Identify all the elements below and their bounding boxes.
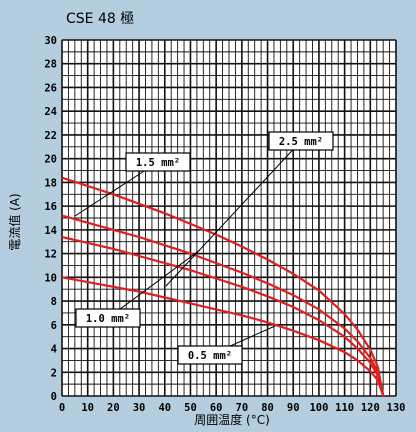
grid-lines <box>61 39 397 397</box>
label-box <box>268 131 334 151</box>
series-lines <box>61 176 385 397</box>
x-tick-label: 30 <box>133 402 146 414</box>
y-tick-label: 14 <box>44 225 57 237</box>
x-tick-label: 100 <box>309 402 328 414</box>
x-tick-label: 20 <box>107 402 120 414</box>
x-tick-label: 80 <box>261 402 274 414</box>
x-tick-label: 120 <box>361 402 380 414</box>
x-tick-label: 90 <box>287 402 300 414</box>
y-tick-label: 2 <box>51 367 57 379</box>
x-tick-label: 70 <box>236 402 249 414</box>
series-label: 1.0 mm² <box>86 313 130 325</box>
leader-line <box>165 140 302 287</box>
y-tick-label: 20 <box>44 154 57 166</box>
label-box <box>75 308 141 328</box>
chart-title: CSE 48 極 <box>66 11 134 27</box>
y-tick-label: 0 <box>51 391 57 403</box>
y-tick-label: 16 <box>44 201 57 213</box>
y-tick-label: 8 <box>51 296 57 308</box>
y-tick-label: 12 <box>44 249 57 261</box>
x-tick-label: 110 <box>335 402 354 414</box>
series-label: 2.5 mm² <box>279 136 323 148</box>
series-line <box>61 276 385 397</box>
leader-line <box>107 249 201 319</box>
y-tick-label: 4 <box>51 344 57 356</box>
y-tick-label: 10 <box>44 272 57 284</box>
x-tick-label: 10 <box>81 402 94 414</box>
series-label: 0.5 mm² <box>188 350 232 362</box>
label-box <box>177 345 243 365</box>
y-tick-label: 26 <box>44 82 57 94</box>
x-tick-label: 40 <box>158 402 171 414</box>
series-line <box>61 235 385 397</box>
y-tick-label: 18 <box>44 177 57 189</box>
series-label: 1.5 mm² <box>136 157 180 169</box>
y-axis-label: 電流值 (A) <box>7 193 22 250</box>
x-tick-label: 0 <box>59 402 65 414</box>
series-line <box>61 214 385 397</box>
x-tick-label: 130 <box>387 402 406 414</box>
series-line <box>61 176 385 397</box>
axes: 0 10 20 30 40 50 60 70 80 90 100 110 120 130024681012… <box>44 35 405 414</box>
y-tick-label: 6 <box>51 320 57 332</box>
x-axis-label: 周囲温度 (°C) <box>194 412 270 427</box>
annotations: 1.5 mm² 2.5 mm² 1.0 mm² 0.5 mm² <box>74 131 334 365</box>
y-tick-label: 30 <box>44 35 57 47</box>
y-tick-label: 22 <box>44 130 57 142</box>
label-box <box>125 152 191 172</box>
x-tick-label: 60 <box>210 402 223 414</box>
y-tick-label: 28 <box>44 59 57 71</box>
x-tick-label: 50 <box>184 402 197 414</box>
y-tick-label: 24 <box>44 106 57 118</box>
